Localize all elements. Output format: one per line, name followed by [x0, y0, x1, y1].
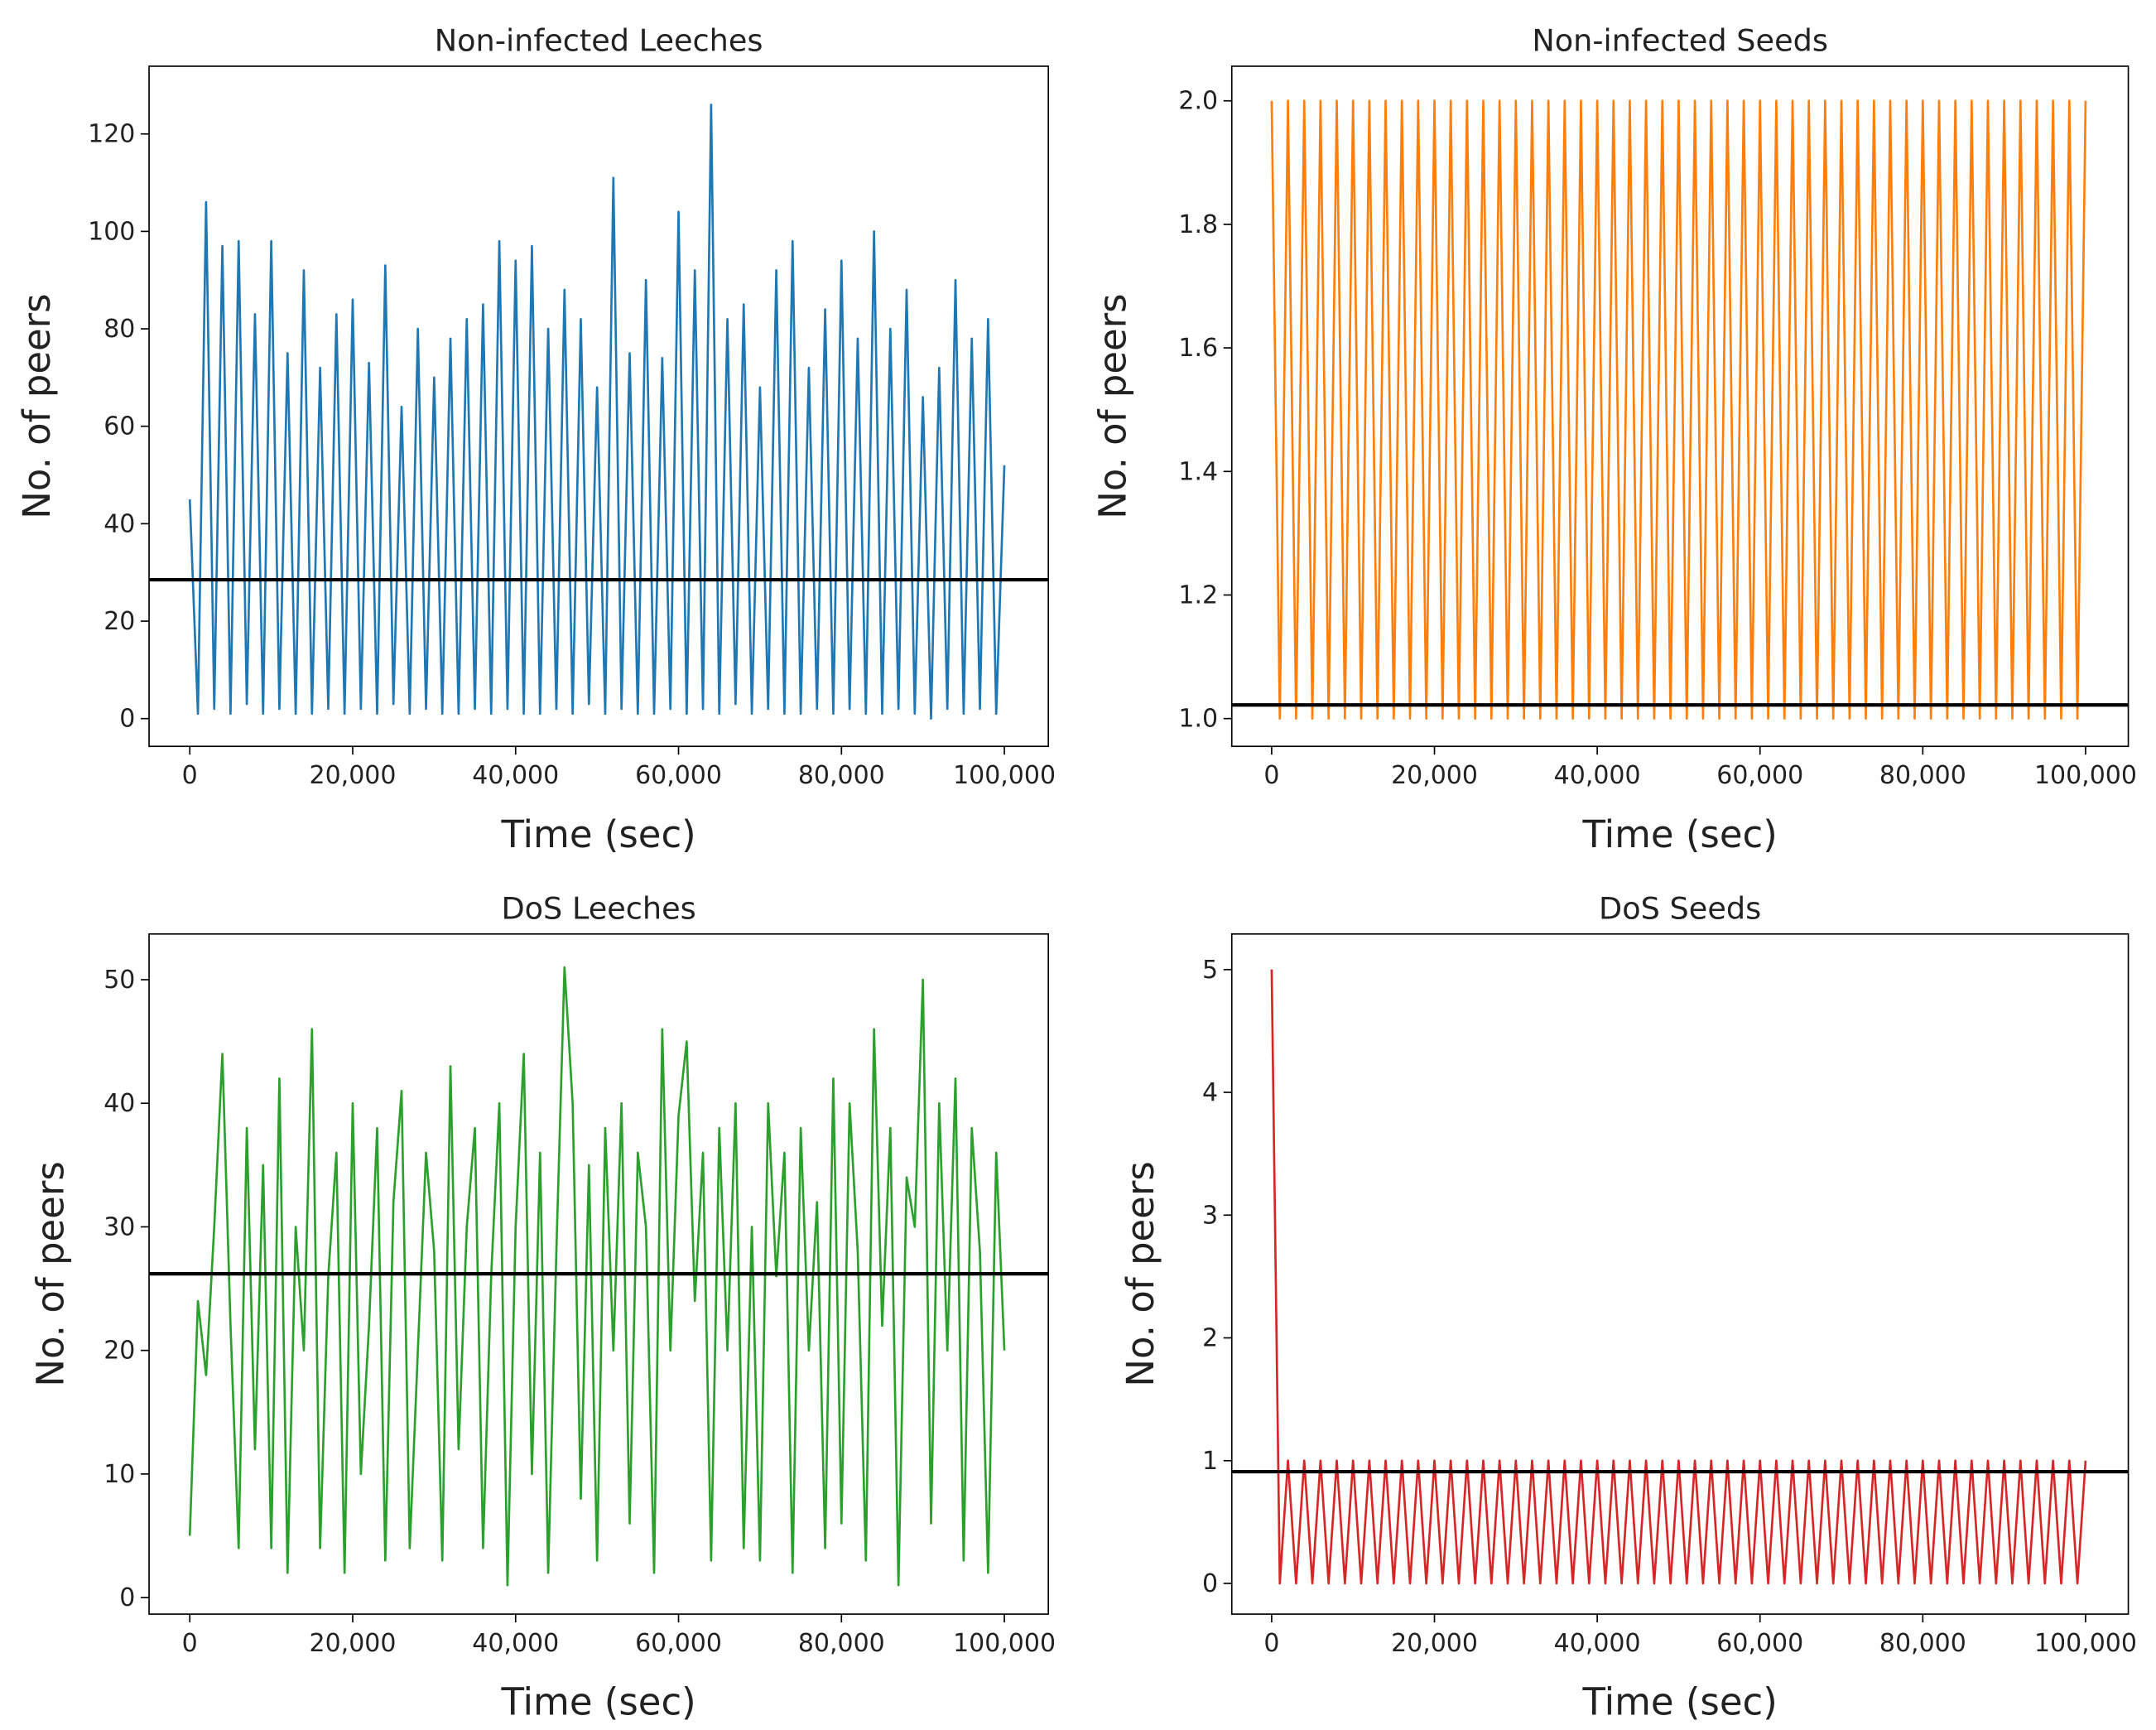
subplot: 0 20,000 40,000 60,000 80,000 100,000 0 20 40 60 8…	[15, 23, 1056, 856]
y-tick-label: 0	[119, 1583, 135, 1612]
data-line	[1270, 969, 2087, 1585]
plot-area	[1231, 933, 2129, 1615]
chart-title: Non-infected Leeches	[435, 23, 763, 59]
plot-frame	[1230, 932, 2130, 1615]
x-tick-label: 60,000	[635, 761, 722, 790]
x-tick-label: 0	[182, 761, 198, 790]
x-axis-label: Time (sec)	[500, 1680, 695, 1724]
x-tick-label: 40,000	[472, 761, 559, 790]
y-tick-label: 1.8	[1178, 210, 1218, 239]
x-tick-label: 0	[1263, 1629, 1279, 1658]
x-tick-label: 100,000	[2034, 1629, 2137, 1658]
y-tick-label: 1	[1202, 1447, 1218, 1476]
x-axis-label: Time (sec)	[500, 812, 695, 856]
y-tick-label: 3	[1202, 1201, 1218, 1230]
y-axis-label: No. of peers	[1119, 1161, 1162, 1386]
y-tick-label: 120	[88, 120, 135, 149]
x-tick-label: 100,000	[2034, 761, 2137, 790]
x-tick-label: 60,000	[635, 1629, 722, 1658]
x-axis-label: Time (sec)	[1582, 812, 1778, 856]
x-tick-label: 100,000	[953, 761, 1056, 790]
y-axis-label: No. of peers	[1090, 293, 1134, 518]
chart-title: DoS Leeches	[501, 890, 695, 926]
y-tick-label: 30	[103, 1212, 135, 1241]
x-tick-label: 80,000	[1879, 761, 1966, 790]
x-tick-label: 60,000	[1716, 1629, 1803, 1658]
y-tick-label: 100	[88, 217, 135, 246]
x-tick-label: 60,000	[1716, 761, 1803, 790]
y-tick-label: 1.6	[1178, 334, 1218, 363]
data-line	[188, 104, 1006, 720]
x-tick-label: 40,000	[1554, 761, 1641, 790]
y-tick-label: 1.0	[1178, 705, 1218, 734]
x-tick-label: 80,000	[798, 761, 885, 790]
y-tick-label: 20	[103, 607, 135, 636]
y-tick-label: 1.2	[1178, 581, 1218, 610]
x-tick-label: 40,000	[472, 1629, 559, 1658]
plot-frame	[148, 932, 1050, 1615]
data-line	[188, 966, 1006, 1587]
chart-title: DoS Seeds	[1599, 890, 1761, 926]
subplot: 0 20,000 40,000 60,000 80,000 100,000 0 10 20 30 4…	[29, 890, 1056, 1723]
y-tick-label: 10	[103, 1460, 135, 1489]
subplot: 0 20,000 40,000 60,000 80,000 100,000 1.0 1.2 1.…	[1090, 23, 2136, 856]
x-tick-label: 100,000	[953, 1629, 1056, 1658]
x-tick-label: 20,000	[1391, 1629, 1478, 1658]
chart-title: Non-infected Seeds	[1532, 23, 1828, 59]
y-tick-label: 40	[103, 509, 135, 538]
y-tick-label: 4	[1202, 1078, 1218, 1107]
plot-area	[149, 65, 1049, 747]
y-tick-label: 0	[119, 705, 135, 734]
x-tick-label: 80,000	[798, 1629, 885, 1658]
x-axis-label: Time (sec)	[1582, 1680, 1778, 1724]
y-axis-label: No. of peers	[15, 293, 59, 518]
plot-frame	[1230, 65, 2130, 748]
y-tick-label: 2	[1202, 1324, 1218, 1353]
subplot: 0 20,000 40,000 60,000 80,000 100,000 0 1 2 3 4 5 Do…	[1119, 890, 2137, 1723]
x-tick-label: 0	[182, 1629, 198, 1658]
y-tick-label: 2.0	[1178, 87, 1218, 116]
x-tick-label: 20,000	[1391, 761, 1478, 790]
y-tick-label: 20	[103, 1337, 135, 1366]
x-tick-label: 20,000	[310, 761, 397, 790]
y-tick-label: 1.4	[1178, 457, 1218, 486]
y-tick-label: 60	[103, 412, 135, 441]
plot-frame	[148, 65, 1050, 748]
y-tick-label: 80	[103, 315, 135, 344]
y-tick-label: 40	[103, 1089, 135, 1118]
y-tick-label: 0	[1202, 1569, 1218, 1598]
data-line	[1270, 99, 2087, 720]
y-tick-label: 5	[1202, 956, 1218, 985]
x-tick-label: 20,000	[310, 1629, 397, 1658]
y-tick-label: 50	[103, 966, 135, 995]
y-axis-label: No. of peers	[29, 1161, 73, 1386]
x-tick-label: 0	[1263, 761, 1279, 790]
x-tick-label: 40,000	[1554, 1629, 1641, 1658]
x-tick-label: 80,000	[1879, 1629, 1966, 1658]
